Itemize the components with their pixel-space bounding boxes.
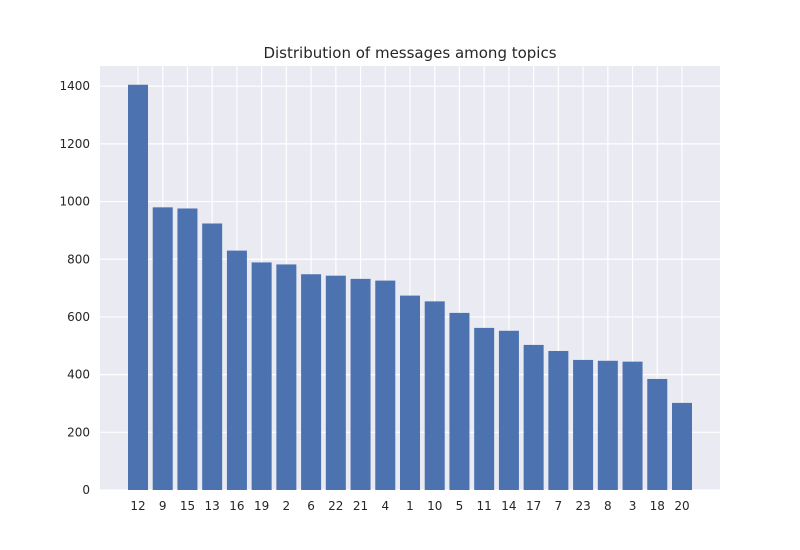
y-tick-label: 200: [67, 425, 90, 439]
x-axis-ticks: 12 9 15 13 16 19 2 6 22 21 4 1 10 5 11 14 17 7 23 8 3 18 20: [130, 499, 689, 513]
bar-topic-14: [498, 330, 519, 490]
bar-topic-9: [152, 207, 173, 491]
x-tick-label: 21: [353, 499, 368, 513]
x-tick-label: 22: [328, 499, 343, 513]
y-tick-label: 800: [67, 252, 90, 266]
x-tick-label: 14: [501, 499, 516, 513]
x-tick-label: 2: [283, 499, 291, 513]
bars: [128, 84, 692, 491]
x-tick-label: 12: [130, 499, 145, 513]
bar-topic-7: [548, 350, 569, 490]
bar-topic-19: [251, 262, 272, 490]
bar-topic-8: [597, 360, 618, 490]
bar-topic-11: [474, 327, 495, 490]
x-tick-label: 13: [205, 499, 220, 513]
x-tick-label: 19: [254, 499, 269, 513]
bar-topic-6: [301, 274, 322, 490]
bar-topic-20: [672, 402, 692, 490]
bar-topic-16: [226, 250, 247, 490]
y-tick-label: 400: [67, 368, 90, 382]
x-tick-label: 5: [456, 499, 464, 513]
bar-topic-5: [449, 312, 470, 490]
bar-topic-23: [573, 359, 594, 490]
bar-topic-12: [128, 84, 148, 491]
x-tick-label: 18: [650, 499, 665, 513]
bar-topic-13: [202, 223, 223, 490]
chart-title: Distribution of messages among topics: [263, 44, 556, 62]
x-tick-label: 17: [526, 499, 541, 513]
x-tick-label: 11: [477, 499, 492, 513]
bar-topic-2: [276, 264, 297, 490]
bar-topic-22: [325, 275, 346, 490]
bar-topic-15: [177, 208, 198, 491]
bar-topic-18: [647, 378, 668, 490]
bar-topic-17: [523, 344, 544, 490]
bar-topic-4: [375, 280, 396, 490]
x-tick-label: 6: [307, 499, 315, 513]
x-tick-label: 10: [427, 499, 442, 513]
bar-topic-10: [424, 301, 445, 490]
y-tick-label: 1200: [59, 137, 90, 151]
x-tick-label: 20: [674, 499, 689, 513]
x-tick-label: 15: [180, 499, 195, 513]
bar-topic-21: [350, 278, 371, 490]
bar-topic-3: [622, 361, 643, 490]
y-axis-ticks: 0 200 400 600 800 1000 1200 1400: [59, 79, 90, 497]
y-tick-label: 1000: [59, 195, 90, 209]
x-tick-label: 9: [159, 499, 167, 513]
x-tick-label: 3: [629, 499, 637, 513]
x-tick-label: 16: [229, 499, 244, 513]
y-tick-label: 0: [82, 483, 90, 497]
x-tick-label: 23: [575, 499, 590, 513]
y-tick-label: 1400: [59, 79, 90, 93]
x-tick-label: 8: [604, 499, 612, 513]
y-tick-label: 600: [67, 310, 90, 324]
x-tick-label: 1: [406, 499, 414, 513]
x-tick-label: 7: [555, 499, 563, 513]
bar-topic-1: [400, 295, 420, 490]
x-tick-label: 4: [381, 499, 389, 513]
